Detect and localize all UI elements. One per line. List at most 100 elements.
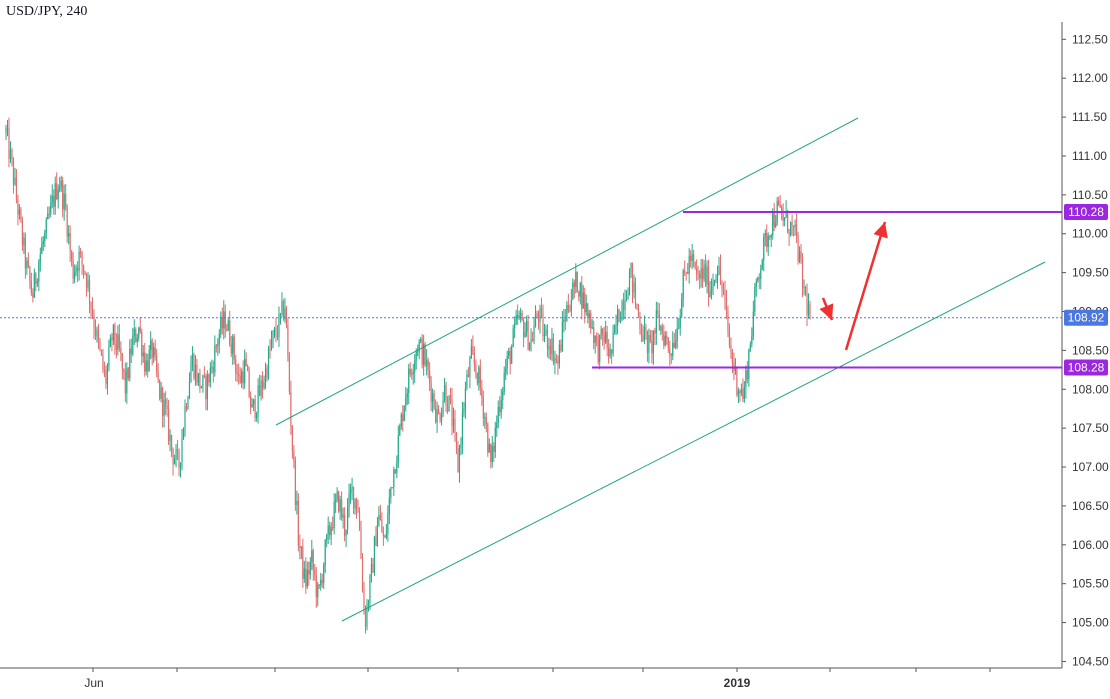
candle — [105, 365, 107, 389]
candle — [400, 412, 402, 430]
y-tick-label: 108.50 — [1072, 343, 1109, 357]
candle-body — [622, 301, 625, 311]
candle — [798, 246, 801, 264]
candle-body — [305, 568, 307, 587]
candle — [338, 490, 340, 513]
candle — [648, 328, 650, 364]
candle — [563, 309, 565, 333]
candle — [630, 262, 632, 278]
candle — [21, 216, 24, 251]
candle-body — [628, 272, 631, 295]
candle — [564, 308, 566, 331]
candle-body — [473, 353, 475, 365]
candle-body — [684, 270, 686, 272]
candle — [314, 563, 316, 581]
candle-body — [472, 346, 474, 354]
candle-body — [263, 382, 265, 389]
candle — [448, 395, 450, 412]
candle-body — [133, 328, 135, 336]
candle — [457, 441, 459, 473]
candle-body — [791, 221, 793, 226]
candle-body — [688, 255, 690, 274]
candle — [661, 323, 663, 341]
candle — [276, 325, 279, 341]
candle — [782, 203, 784, 227]
candle — [309, 557, 311, 580]
candle-body — [54, 183, 56, 207]
candle-body — [470, 346, 472, 359]
candle — [179, 462, 182, 478]
candle-body — [584, 292, 586, 313]
candle-body — [625, 299, 628, 301]
candle-body — [549, 346, 552, 355]
drawings-layer — [0, 117, 1062, 622]
candle-body — [763, 236, 765, 260]
candle-body — [420, 339, 422, 342]
candle-body — [273, 328, 276, 332]
candle-body — [596, 336, 598, 340]
candle — [175, 444, 177, 468]
candle — [605, 320, 607, 345]
candle-body — [570, 299, 572, 311]
candle — [628, 268, 631, 296]
candle — [740, 383, 742, 397]
candle-body — [409, 368, 411, 374]
candle — [591, 319, 593, 330]
price-label: 108.28 — [1064, 359, 1108, 376]
candle-body — [303, 568, 305, 579]
candle — [421, 333, 423, 369]
candle — [479, 359, 481, 396]
candle — [536, 310, 538, 318]
candle-body — [612, 332, 614, 354]
candle-body — [497, 406, 499, 423]
candle-body — [250, 396, 252, 408]
candle-body — [44, 233, 46, 242]
candle-body — [12, 159, 15, 185]
candle — [361, 553, 364, 593]
candle-body — [287, 325, 289, 357]
candle — [266, 364, 268, 382]
candle-body — [235, 359, 237, 373]
y-tick-label: 110.50 — [1072, 188, 1108, 202]
candle — [236, 364, 238, 382]
candle — [351, 477, 353, 501]
candle — [778, 196, 780, 207]
candle-body — [624, 299, 626, 311]
candle — [761, 258, 763, 270]
candle — [770, 233, 772, 248]
candle-body — [713, 279, 716, 283]
candle — [440, 407, 443, 426]
candle — [491, 435, 493, 468]
candle — [560, 339, 562, 353]
candle-body — [65, 193, 67, 208]
candle — [637, 303, 640, 319]
candle — [36, 278, 38, 287]
candle — [581, 275, 583, 320]
candle-body — [542, 313, 544, 337]
candle — [182, 427, 185, 440]
candle-body — [147, 360, 149, 372]
candle-body — [151, 340, 153, 358]
candle — [112, 324, 114, 346]
candle-body — [354, 498, 356, 509]
candle-body — [709, 291, 711, 298]
candle — [470, 339, 472, 360]
candle-body — [117, 334, 119, 350]
candle — [94, 319, 97, 341]
candle-body — [743, 387, 745, 399]
candle — [570, 289, 572, 317]
candle-body — [68, 233, 70, 237]
candle — [634, 277, 637, 309]
candle-body — [150, 340, 152, 350]
candle — [426, 349, 428, 376]
candle-body — [518, 315, 520, 319]
candle-body — [621, 301, 623, 321]
candle-body — [109, 337, 112, 347]
candle-body — [436, 409, 438, 423]
candle — [208, 373, 210, 387]
candle — [42, 236, 44, 251]
candle — [505, 358, 507, 381]
candle — [311, 539, 313, 571]
candle-body — [569, 310, 571, 312]
candle-body — [718, 265, 720, 275]
